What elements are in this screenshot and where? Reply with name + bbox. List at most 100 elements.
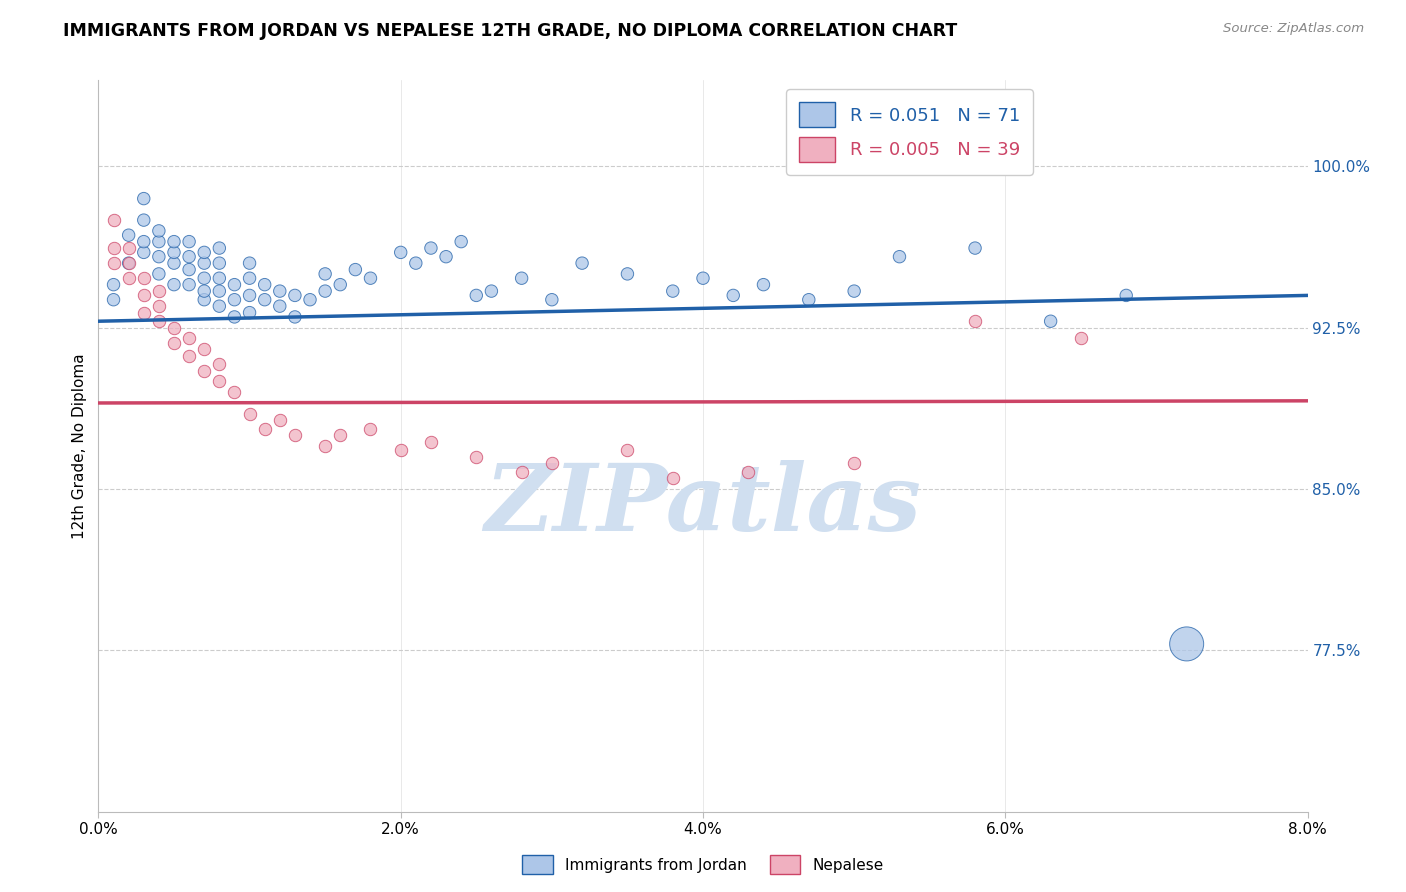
Point xyxy=(193,245,215,260)
Point xyxy=(420,434,443,449)
Point xyxy=(889,250,911,264)
Point xyxy=(148,224,170,238)
Point xyxy=(844,456,866,470)
Point xyxy=(179,235,201,249)
Point xyxy=(224,310,246,324)
Point xyxy=(132,235,155,249)
Point xyxy=(465,450,488,464)
Point xyxy=(616,443,638,458)
Point xyxy=(103,277,125,292)
Point xyxy=(118,256,141,270)
Text: IMMIGRANTS FROM JORDAN VS NEPALESE 12TH GRADE, NO DIPLOMA CORRELATION CHART: IMMIGRANTS FROM JORDAN VS NEPALESE 12TH … xyxy=(63,22,957,40)
Point xyxy=(510,465,533,479)
Point xyxy=(118,228,141,243)
Point xyxy=(661,471,683,485)
Point xyxy=(510,271,533,285)
Point xyxy=(540,293,562,307)
Point xyxy=(239,271,262,285)
Point xyxy=(284,428,307,442)
Point xyxy=(405,256,427,270)
Point xyxy=(179,277,201,292)
Point xyxy=(208,375,231,389)
Point xyxy=(465,288,488,302)
Point xyxy=(389,443,412,458)
Point xyxy=(148,299,170,313)
Point xyxy=(692,271,714,285)
Point xyxy=(844,284,866,298)
Point xyxy=(723,288,745,302)
Point xyxy=(360,422,382,436)
Point xyxy=(148,267,170,281)
Point xyxy=(103,241,125,255)
Point xyxy=(224,385,246,400)
Point xyxy=(253,422,276,436)
Point xyxy=(737,465,759,479)
Point xyxy=(193,364,215,378)
Point xyxy=(103,256,125,270)
Point xyxy=(193,284,215,298)
Point xyxy=(148,235,170,249)
Point xyxy=(208,357,231,371)
Point xyxy=(148,314,170,328)
Point xyxy=(208,241,231,255)
Point xyxy=(118,271,141,285)
Point xyxy=(752,277,775,292)
Point xyxy=(314,439,336,453)
Point xyxy=(965,314,987,328)
Point xyxy=(103,213,125,227)
Point xyxy=(299,293,322,307)
Point xyxy=(360,271,382,285)
Point xyxy=(1175,637,1198,651)
Point xyxy=(389,245,412,260)
Point xyxy=(239,407,262,421)
Point xyxy=(103,293,125,307)
Point xyxy=(269,413,291,427)
Point xyxy=(208,284,231,298)
Point xyxy=(269,299,291,313)
Point xyxy=(224,277,246,292)
Point xyxy=(797,293,820,307)
Point xyxy=(163,256,186,270)
Point xyxy=(616,267,638,281)
Legend: R = 0.051   N = 71, R = 0.005   N = 39: R = 0.051 N = 71, R = 0.005 N = 39 xyxy=(786,89,1032,175)
Text: ZIPatlas: ZIPatlas xyxy=(485,459,921,549)
Point xyxy=(193,342,215,356)
Point xyxy=(179,250,201,264)
Point xyxy=(434,250,457,264)
Point xyxy=(420,241,443,255)
Point xyxy=(329,428,352,442)
Point xyxy=(239,288,262,302)
Point xyxy=(1115,288,1137,302)
Point xyxy=(163,235,186,249)
Point xyxy=(208,256,231,270)
Point xyxy=(163,245,186,260)
Point xyxy=(965,241,987,255)
Point xyxy=(179,349,201,363)
Point xyxy=(253,293,276,307)
Point xyxy=(314,267,336,281)
Point xyxy=(224,293,246,307)
Point xyxy=(179,262,201,277)
Point xyxy=(163,335,186,350)
Point xyxy=(314,284,336,298)
Point xyxy=(132,271,155,285)
Point xyxy=(661,284,683,298)
Point xyxy=(163,320,186,334)
Point xyxy=(1070,331,1092,345)
Point xyxy=(193,271,215,285)
Point xyxy=(571,256,593,270)
Point xyxy=(193,256,215,270)
Point xyxy=(193,293,215,307)
Point xyxy=(132,288,155,302)
Point xyxy=(118,241,141,255)
Point xyxy=(208,271,231,285)
Legend: Immigrants from Jordan, Nepalese: Immigrants from Jordan, Nepalese xyxy=(516,849,890,880)
Point xyxy=(329,277,352,292)
Point xyxy=(148,284,170,298)
Point xyxy=(208,299,231,313)
Point xyxy=(239,305,262,319)
Point xyxy=(132,213,155,227)
Point xyxy=(148,250,170,264)
Point xyxy=(132,192,155,206)
Point xyxy=(132,245,155,260)
